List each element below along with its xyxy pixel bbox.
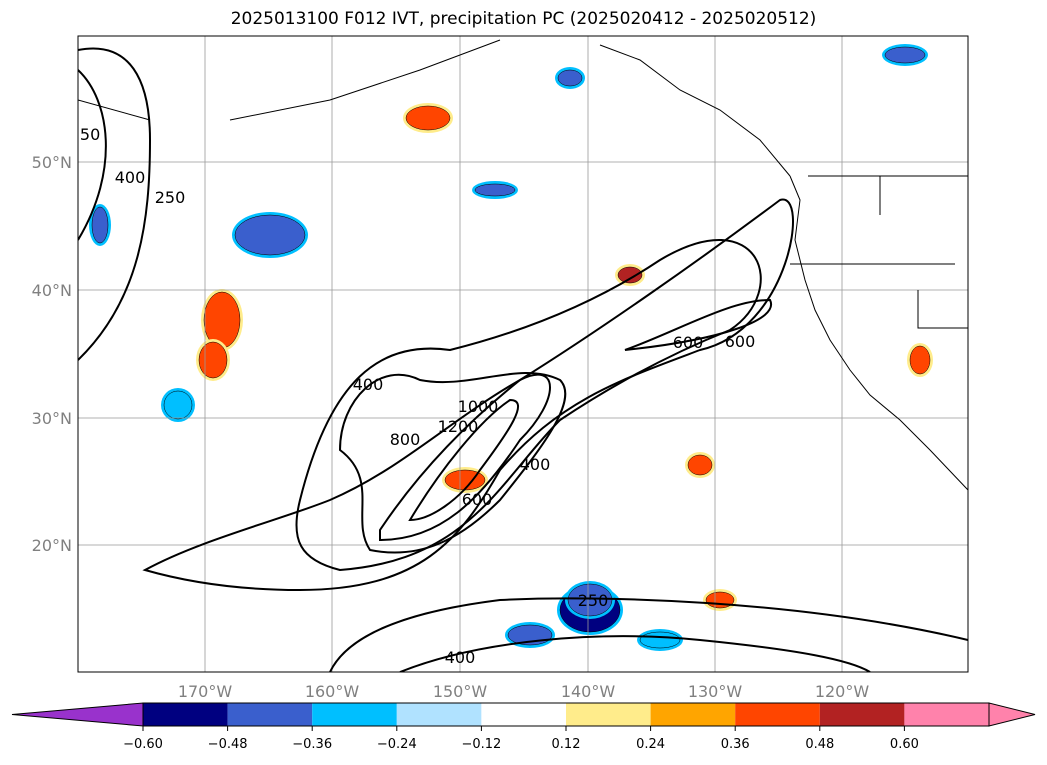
coastlines [78,39,968,491]
colorbar-tick-label: −0.12 [461,737,501,752]
colorbar-tick-label: 0.24 [636,737,665,752]
colorbar-segment [566,703,651,726]
precip-blob [474,183,516,197]
precip-blob [687,454,713,476]
ivt-contours [78,47,968,672]
precip-blob [91,206,109,244]
precip-blob [639,631,681,649]
lon-label: 150°W [433,682,488,701]
precip-blob [405,105,451,131]
lat-label: 50°N [32,153,72,172]
precip-blob [234,214,306,256]
colorbar-tick-label: −0.48 [208,737,248,752]
contour-label: 600 [673,333,704,352]
contour-label: 250 [155,188,186,207]
colorbar-segment [904,703,989,726]
precip-blob [198,341,228,379]
colorbar-tick-label: 0.36 [721,737,750,752]
precip-blobs [89,44,933,651]
colorbar-extend-high [988,702,1036,727]
gridlines [78,36,968,672]
colorbar-tick-label: −0.60 [123,737,163,752]
contour-label: 400 [520,455,551,474]
colorbar-tick-label: −0.24 [377,737,417,752]
contour-label: 250 [70,125,101,144]
chart-title: 2025013100 F012 IVT, precipitation PC (2… [230,9,817,29]
colorbar-segment [481,703,566,726]
colorbar-segment [312,703,397,726]
contour-label: 400 [353,375,384,394]
lon-label: 170°W [178,682,233,701]
precip-blob [617,266,643,284]
lat-label: 30°N [32,409,72,428]
precip-blob [884,46,926,64]
contour-label: 600 [462,490,493,509]
lat-label: 20°N [32,536,72,555]
colorbar-segment [735,703,820,726]
lon-label: 130°W [688,682,743,701]
colorbar-segment [819,703,905,726]
precip-blob [909,345,931,375]
colorbar-segment [650,703,736,726]
contour-label: 400 [445,648,476,667]
precip-blob [557,69,583,87]
lon-label: 160°W [305,682,360,701]
precip-blob [163,390,193,420]
colorbar-extend-low [11,702,144,727]
contour-label: 1000 [458,397,499,416]
lon-label: 140°W [561,682,616,701]
colorbar-tick-label: 0.12 [552,737,581,752]
colorbar-tick-label: 0.60 [890,737,919,752]
contour-label: 800 [390,430,421,449]
colorbar-segment [227,703,313,726]
colorbar-segment [396,703,482,726]
precip-blob [567,583,613,617]
contour-label: 600 [725,332,756,351]
lat-label: 40°N [32,281,72,300]
colorbar-tick-label: 0.48 [805,737,834,752]
contour-label: 1200 [438,417,479,436]
lon-label: 120°W [815,682,870,701]
map-frame [77,35,969,673]
colorbar: −0.60 −0.48 −0.36 −0.24 −0.12 0.12 0.24 0.36 0.4… [11,702,1036,752]
colorbar-tick-label: −0.36 [292,737,332,752]
contour-label: 250 [578,591,609,610]
contour-label: 400 [115,168,146,187]
colorbar-segment [143,703,228,726]
